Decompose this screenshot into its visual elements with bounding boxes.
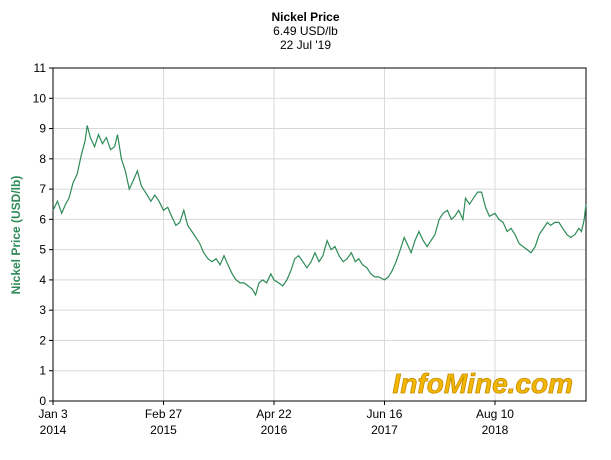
chart-title: Nickel Price <box>271 10 340 24</box>
y-tick-label: 8 <box>39 152 46 166</box>
x-tick-label: Jan 3 <box>38 407 68 421</box>
y-tick-label: 3 <box>39 303 46 317</box>
y-tick-label: 10 <box>33 91 47 105</box>
x-tick-label: Feb 27 <box>145 407 183 421</box>
grid-lines <box>52 67 586 402</box>
y-tick-label: 5 <box>39 243 46 257</box>
y-tick-label: 0 <box>39 394 46 408</box>
current-price: 6.49 USD/lb <box>273 24 338 38</box>
y-tick-label: 4 <box>39 273 46 287</box>
y-tick-label: 1 <box>39 364 46 378</box>
x-tick-label: Jun 16 <box>366 407 402 421</box>
watermark-logo: InfoMine.com <box>392 368 573 400</box>
x-tick-label: Aug 10 <box>476 407 514 421</box>
x-axis: Jan 3 2014 Feb 27 2015 Apr 22 2016 Jun 16 2017 A… <box>38 401 514 437</box>
y-tick-label: 11 <box>34 61 47 75</box>
plot-frame <box>52 67 587 402</box>
y-axis: 0 1 2 3 4 5 6 7 8 9 10 11 <box>33 61 53 408</box>
x-tick-year: 2014 <box>40 423 67 437</box>
price-line <box>52 125 587 297</box>
x-tick-year: 2015 <box>150 423 177 437</box>
x-tick-label: Apr 22 <box>256 407 292 421</box>
x-tick-year: 2018 <box>482 423 509 437</box>
x-tick-year: 2016 <box>261 423 288 437</box>
y-tick-label: 7 <box>39 182 46 196</box>
chart-header: Nickel Price 6.49 USD/lb 22 Jul '19 <box>0 10 611 52</box>
y-tick-label: 2 <box>39 333 46 347</box>
y-axis-label: Nickel Price (USD/lb) <box>9 176 23 295</box>
y-tick-label: 6 <box>39 212 46 226</box>
y-tick-label: 9 <box>39 122 46 136</box>
x-tick-year: 2017 <box>371 423 398 437</box>
watermark-text: InfoMine.com <box>393 368 573 399</box>
current-date: 22 Jul '19 <box>280 38 331 52</box>
